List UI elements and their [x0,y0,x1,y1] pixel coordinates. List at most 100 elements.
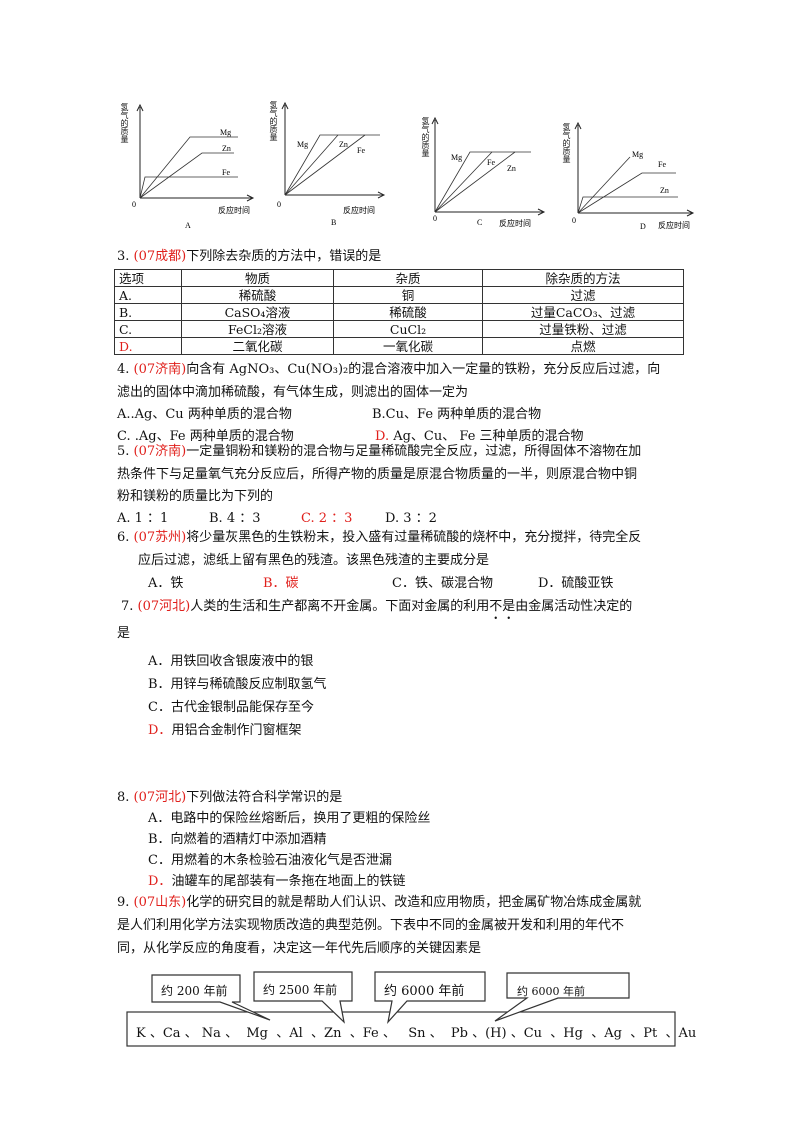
q8-option-c: C．用燃着的木条检验石油液化气是否泄漏 [148,853,392,868]
q4-line-2: 滤出的固体中滴加稀硫酸，有气体生成，则滤出的固体一定为 [117,385,469,400]
svg-text:Fe: Fe [487,158,495,167]
cell-impurity: 铜 [333,286,483,304]
question-text: 下列除去杂质的方法中，错误的是 [186,249,382,264]
question-source: (07山东) [133,895,187,910]
table-header-row: 选项 物质 杂质 除杂质的方法 [114,269,684,287]
cell-impurity: 稀硫酸 [333,303,483,321]
question-number: 8. [117,790,134,805]
question-number: 5. [117,444,134,459]
q6-line-2: 应后过滤，滤纸上留有黑色的残渣。该黑色残渣的主要成分是 [138,553,490,568]
svg-text:A: A [185,221,191,230]
q8-option-b: B．向燃着的酒精灯中添加酒精 [148,832,327,847]
q6-option-c: C．铁、碳混合物 [392,576,493,591]
question-text: 将少量灰黑色的生铁粉末，投入盛有过量稀硫酸的烧杯中，充分搅拌，待完全反 [186,530,642,545]
cell-method: 点燃 [482,337,684,355]
callout-label: 约 200 年前 [161,984,228,998]
svg-text:Mg: Mg [297,140,308,149]
svg-text:Fe: Fe [357,146,365,155]
svg-text:反应时间: 反应时间 [218,205,250,215]
svg-text:0: 0 [572,216,576,225]
graph-d: Mg Fe Zn 0 D 反应时间 氢气的质量 [560,95,710,230]
table-row: B. CaSO₄溶液 稀硫酸 过量CaCO₃、过滤 [114,303,684,321]
svg-text:0: 0 [433,214,437,223]
cell-method: 过量铁粉、过滤 [482,320,684,338]
q9-line-1: 9. (07山东)化学的研究目的就是帮助人们认识、改造和应用物质，把金属矿物冶炼… [117,895,641,911]
cell-impurity: 一氧化碳 [333,337,483,355]
emphasis-text: 不 [489,599,502,614]
table-row: A. 稀硫酸 铜 过滤 [114,286,684,304]
graph-b: Mg Zn Fe 0 反应时间 B 氢气的质量 [265,95,415,230]
question-source: (07河北) [137,599,191,614]
option-label: D. [375,429,390,444]
q5-option-d: D. 3 ：2 [385,511,437,526]
q6-option-b: B．碳 [263,576,299,591]
cell-substance: 稀硫酸 [181,286,334,304]
q5-option-a: A. 1 ：1 [117,511,169,526]
q5-line-3: 粉和镁粉的质量比为下列的 [117,489,274,504]
option-label: D． [148,874,172,889]
question-source: (07河北) [133,790,187,805]
q6-option-d: D．硫酸亚铁 [538,576,614,591]
question-source: (07成都) [133,249,187,264]
cell-substance: FeCl₂溶液 [181,320,334,338]
question-text: 化学的研究目的就是帮助人们认识、改造和应用物质，把金属矿物冶炼成金属就 [186,895,642,910]
header-substance: 物质 [181,269,334,287]
q4-option-c: C. .Ag、Fe 两种单质的混合物 [117,429,294,444]
callout-label: 约 6000 年前 [384,984,465,999]
q9-line-2: 是人们利用化学方法实现物质改造的典型范例。下表中不同的金属被开发和利用的年代不 [117,918,625,933]
svg-text:Zn: Zn [507,164,516,173]
option-text: 用铝合金制作门窗框架 [171,723,302,738]
q8-option-d: D．油罐车的尾部装有一条拖在地面上的铁链 [148,874,405,890]
q7-line-1: 7. (07河北)人类的生活和生产都离不开金属。下面对金属的利用不是由金属活动性… [121,599,632,615]
q8-option-a: A．电路中的保险丝熔断后，换用了更粗的保险丝 [148,811,431,826]
svg-text:Mg: Mg [632,150,643,159]
question-text: 一定量铜粉和镁粉的混合物与足量稀硫酸完全反应，过滤，所得固体不溶物在加 [186,444,642,459]
q4-option-a: A..Ag、Cu 两种单质的混合物 [117,407,292,422]
y-axis-label: 氢气的质量 [562,123,571,163]
question-source: (07苏州) [133,530,187,545]
svg-text:Fe: Fe [222,168,230,177]
svg-text:C: C [477,218,482,227]
svg-text:反应时间: 反应时间 [499,218,531,228]
q6-option-a: A．铁 [148,576,184,591]
callout-label: 约 6000 年前 [517,985,585,998]
q7-option-b: B．用锌与稀硫酸反应制取氢气 [148,677,327,692]
cell-substance: 二氧化碳 [181,337,334,355]
svg-text:0: 0 [277,200,281,209]
q8-line-1: 8. (07河北)下列做法符合科学常识的是 [117,790,342,806]
cell-method: 过滤 [482,286,684,304]
svg-text:Zn: Zn [222,144,231,153]
header-impurity: 杂质 [333,269,483,287]
q4-option-d: D. Ag、Cu、 Fe 三种单质的混合物 [375,429,584,445]
question-text: 下列做法符合科学常识的是 [186,790,343,805]
q7-line-2: 是 [117,626,131,641]
q5-line-2: 热条件下与足量氧气充分反应后，所得产物的质量是原混合物质量的一半，则原混合物中铜 [117,467,638,482]
callout-label: 约 2500 年前 [263,983,338,997]
cell-impurity: CuCl₂ [333,320,483,338]
cell-option: B. [114,303,182,321]
y-axis-label: 氢气的质量 [269,101,278,141]
q7-option-a: A．用铁回收含银废液中的银 [148,654,314,669]
cell-option: D. [114,337,182,355]
svg-text:Mg: Mg [451,153,462,162]
cell-substance: CaSO₄溶液 [181,303,334,321]
q3-stem: 3. (07成都)下列除去杂质的方法中，错误的是 [117,249,381,265]
svg-text:Fe: Fe [658,160,666,169]
table-row: D. 二氧化碳 一氧化碳 点燃 [114,337,684,355]
question-number: 9. [117,895,134,910]
q4-line-1: 4. (07济南)向含有 AgNO₃、Cu(NO₃)₂的混合溶液中加入一定量的铁… [117,362,660,378]
svg-text:B: B [331,218,336,227]
question-number: 4. [117,362,134,377]
q9-line-3: 同，从化学反应的角度看，决定这一年代先后顺序的关键因素是 [117,941,482,956]
svg-text:反应时间: 反应时间 [343,205,375,215]
svg-text:反应时间: 反应时间 [658,220,690,230]
emphasis-text: 是 [502,599,515,614]
y-axis-label: 氢气的质量 [120,103,129,143]
question-source: (07济南) [133,444,187,459]
question-text: 人类的生活和生产都离不开金属。下面对金属的利用 [190,599,490,614]
option-label: D． [148,723,172,738]
question-number: 3. [117,249,134,264]
header-option: 选项 [114,269,182,287]
q5-option-c: C. 2 ：3 [301,511,353,526]
svg-text:D: D [640,222,646,230]
